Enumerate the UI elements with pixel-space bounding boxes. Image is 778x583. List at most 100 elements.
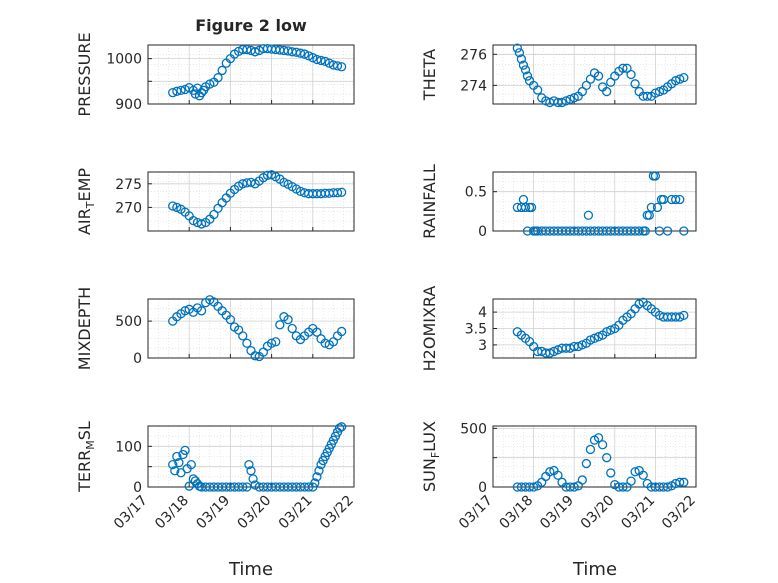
data-point bbox=[518, 60, 529, 70]
data-point bbox=[671, 76, 681, 86]
y-axis-label: PRESSURE bbox=[75, 32, 94, 116]
data-point bbox=[642, 91, 652, 101]
data-point bbox=[630, 467, 640, 477]
data-point bbox=[561, 96, 571, 106]
data-point bbox=[640, 226, 650, 236]
data-point bbox=[646, 202, 656, 213]
data-point bbox=[675, 312, 685, 322]
data-point bbox=[662, 482, 673, 492]
data-point bbox=[675, 194, 685, 205]
data-point bbox=[271, 337, 281, 347]
data-point bbox=[516, 54, 527, 64]
data-point bbox=[577, 475, 587, 485]
y-axis-label: SUNFLUX bbox=[420, 421, 442, 492]
data-point bbox=[581, 458, 592, 469]
data-point bbox=[310, 478, 320, 488]
data-point bbox=[250, 47, 260, 57]
data-point bbox=[168, 88, 178, 98]
data-point bbox=[533, 85, 543, 95]
y-axis-label: THETA bbox=[420, 49, 439, 101]
data-point bbox=[512, 43, 523, 53]
y-tick-label: 4 bbox=[478, 305, 487, 321]
y-tick-label: 0 bbox=[478, 480, 487, 496]
data-point bbox=[549, 346, 559, 357]
data-point bbox=[671, 194, 681, 205]
data-point bbox=[266, 338, 277, 348]
data-point bbox=[520, 65, 531, 75]
data-point bbox=[336, 187, 347, 197]
data-point bbox=[626, 69, 636, 80]
data-point bbox=[597, 440, 608, 450]
data-point bbox=[593, 71, 604, 81]
data-point bbox=[213, 73, 223, 83]
data-point bbox=[514, 48, 525, 58]
data-point bbox=[180, 445, 190, 456]
data-point bbox=[569, 482, 579, 492]
data-point bbox=[652, 202, 663, 213]
y-tick-label: 3 bbox=[478, 338, 487, 354]
data-point bbox=[308, 53, 318, 63]
data-point bbox=[283, 314, 293, 325]
y-tick-label: 274 bbox=[460, 78, 487, 94]
y-tick-label: 0.5 bbox=[465, 185, 487, 201]
axes-box bbox=[147, 298, 355, 359]
y-tick-label: 0 bbox=[133, 351, 142, 367]
data-point bbox=[295, 186, 306, 197]
data-point bbox=[565, 94, 575, 104]
data-point bbox=[606, 468, 616, 478]
panel-pressure: 900 1000 PRESSURE bbox=[75, 32, 355, 117]
data-point bbox=[172, 451, 182, 462]
data-point bbox=[522, 71, 533, 81]
data-point bbox=[217, 65, 227, 76]
data-point bbox=[238, 331, 248, 341]
panel-mixdepth: 0 500 MIXDEPTH bbox=[75, 287, 355, 370]
data-point bbox=[238, 482, 248, 492]
data-point bbox=[602, 453, 612, 463]
data-point bbox=[242, 482, 252, 492]
data-point bbox=[589, 333, 600, 343]
data-point bbox=[593, 433, 604, 443]
data-point bbox=[634, 226, 644, 236]
x-axis-label-left: Time bbox=[228, 559, 273, 580]
data-point bbox=[174, 457, 184, 468]
data-point bbox=[675, 74, 685, 84]
y-axis-label: AIRTEMP bbox=[75, 168, 97, 235]
data-point bbox=[190, 89, 201, 99]
data-point bbox=[275, 320, 285, 330]
data-point bbox=[585, 444, 596, 455]
axes-box bbox=[492, 298, 697, 359]
y-tick-label: 276 bbox=[460, 47, 487, 63]
data-point bbox=[602, 86, 612, 97]
y-axis-label: MIXDEPTH bbox=[75, 287, 94, 370]
y-tick-label: 900 bbox=[115, 97, 142, 113]
data-point bbox=[295, 48, 306, 58]
data-point bbox=[650, 171, 661, 181]
y-axis-label: H2OMIXRA bbox=[420, 286, 439, 372]
data-point bbox=[196, 219, 207, 229]
data-point bbox=[332, 188, 343, 198]
data-point bbox=[602, 327, 612, 337]
data-point bbox=[312, 327, 322, 337]
data-point bbox=[573, 341, 583, 352]
data-point bbox=[650, 88, 661, 98]
x-axis-label-right: Time bbox=[572, 559, 617, 580]
data-point bbox=[626, 476, 636, 486]
data-point bbox=[242, 44, 252, 55]
y-tick-label: 0 bbox=[478, 224, 487, 240]
axes-box bbox=[492, 44, 697, 105]
data-point bbox=[520, 202, 531, 213]
y-tick-label: 500 bbox=[460, 421, 487, 437]
y-tick-label: 100 bbox=[115, 439, 142, 455]
axes-box bbox=[147, 171, 355, 232]
data-point bbox=[186, 459, 196, 470]
data-point bbox=[606, 325, 616, 335]
data-point bbox=[679, 72, 689, 83]
data-point bbox=[250, 351, 260, 361]
data-point bbox=[320, 56, 330, 66]
data-point bbox=[526, 202, 537, 213]
data-point bbox=[168, 201, 178, 211]
data-point bbox=[244, 459, 254, 470]
y-axis-label: RAINFALL bbox=[420, 164, 439, 239]
data-point bbox=[679, 226, 689, 236]
